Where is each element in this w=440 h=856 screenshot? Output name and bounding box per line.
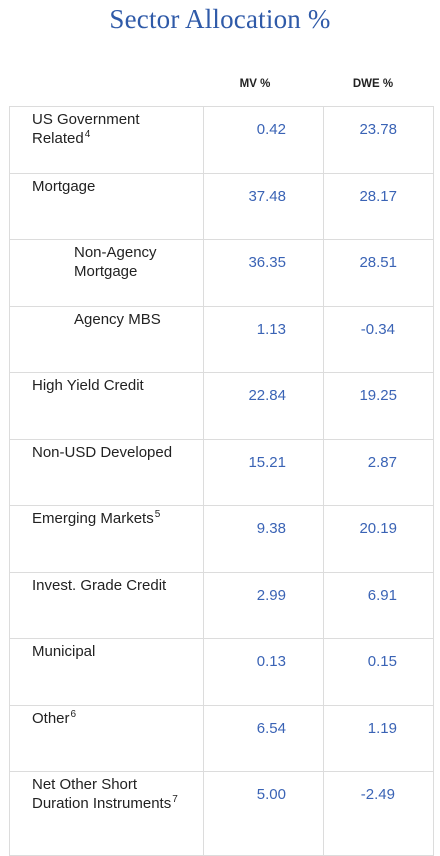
dwe-value: 6.91 [323, 572, 434, 639]
row-label-text: High Yield Credit [32, 377, 144, 394]
table-row: US Government Related4 0.42 23.78 [9, 106, 434, 174]
dwe-value: -2.49 [323, 771, 434, 856]
row-label: High Yield Credit [9, 372, 204, 440]
footnote-marker: 7 [172, 794, 178, 805]
mv-value: 36.35 [203, 239, 324, 307]
table-row: Emerging Markets5 9.38 20.19 [9, 505, 434, 573]
row-label-text: Invest. Grade Credit [32, 577, 167, 594]
row-label: Mortgage [9, 173, 204, 240]
mv-value: 15.21 [203, 439, 324, 506]
row-label-text: Non-USD Developed [32, 444, 173, 461]
table-row: High Yield Credit 22.84 19.25 [9, 372, 434, 440]
row-label-text: Emerging Markets [32, 510, 154, 527]
dwe-value: 28.51 [323, 239, 434, 307]
table-row: Net Other Short Duration Instruments7 5.… [9, 771, 434, 856]
mv-value: 5.00 [203, 771, 324, 856]
row-label: Agency MBS [9, 306, 204, 373]
row-label: Invest. Grade Credit [9, 572, 204, 639]
row-label: Municipal [9, 638, 204, 706]
dwe-value: 28.17 [323, 173, 434, 240]
row-label: US Government Related4 [9, 106, 204, 174]
mv-value: 9.38 [203, 505, 324, 573]
dwe-value: 0.15 [323, 638, 434, 706]
dwe-value: 20.19 [323, 505, 434, 573]
dwe-value: -0.34 [323, 306, 434, 373]
table-row: Non-Agency Mortgage 36.35 28.51 [9, 239, 434, 307]
footnote-marker: 5 [154, 509, 161, 520]
mv-value: 37.48 [203, 173, 324, 240]
mv-value: 6.54 [203, 705, 324, 772]
table-row: Mortgage 37.48 28.17 [9, 173, 434, 240]
row-label-text: US Government Related [32, 111, 140, 147]
row-label: Emerging Markets5 [9, 505, 204, 573]
mv-value: 22.84 [203, 372, 324, 440]
column-header-dwe: DWE % [352, 78, 394, 90]
page-title: Sector Allocation % [109, 4, 331, 34]
row-label-text: Municipal [32, 643, 96, 660]
table-row: Agency MBS 1.13 -0.34 [9, 306, 434, 373]
row-label-text: Non-Agency Mortgage [74, 244, 157, 280]
dwe-value: 1.19 [323, 705, 434, 772]
mv-value: 1.13 [203, 306, 324, 373]
row-label: Non-Agency Mortgage [9, 239, 204, 307]
footnote-marker: 6 [70, 709, 77, 720]
row-label-text: Agency MBS [74, 311, 161, 328]
table-row: Invest. Grade Credit 2.99 6.91 [9, 572, 434, 639]
sector-allocation-table: US Government Related4 0.42 23.78 Mortga… [9, 106, 434, 856]
row-label-text: Mortgage [32, 178, 96, 195]
mv-value: 0.13 [203, 638, 324, 706]
row-label: Net Other Short Duration Instruments7 [9, 771, 204, 856]
footnote-marker: 4 [84, 129, 91, 140]
row-label-text: Net Other Short Duration Instruments [32, 776, 172, 812]
dwe-value: 2.87 [323, 439, 434, 506]
dwe-value: 23.78 [323, 106, 434, 174]
table-row: Non-USD Developed 15.21 2.87 [9, 439, 434, 506]
table-row: Other6 6.54 1.19 [9, 705, 434, 772]
mv-value: 2.99 [203, 572, 324, 639]
dwe-value: 19.25 [323, 372, 434, 440]
row-label: Other6 [9, 705, 204, 772]
row-label: Non-USD Developed [9, 439, 204, 506]
row-label-text: Other [32, 710, 70, 727]
column-header-mv: MV % [239, 78, 271, 90]
mv-value: 0.42 [203, 106, 324, 174]
table-row: Municipal 0.13 0.15 [9, 638, 434, 706]
